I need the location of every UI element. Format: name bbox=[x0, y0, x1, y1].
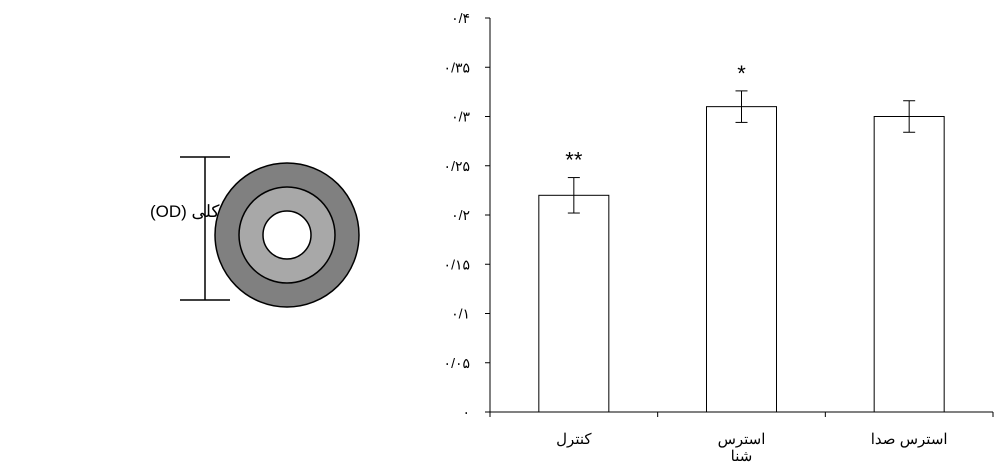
y-tick-label: ۰ bbox=[462, 404, 470, 420]
bar bbox=[538, 194, 610, 413]
y-tick-label: ۰/۳ bbox=[451, 109, 470, 125]
bar bbox=[873, 116, 945, 413]
significance-marker: * bbox=[737, 61, 746, 86]
significance-marker: ** bbox=[565, 148, 583, 173]
y-tick-label: ۰/۴ bbox=[451, 10, 470, 26]
y-tick-label: ۰/۱۵ bbox=[444, 256, 470, 272]
y-tick-label: ۰/۰۵ bbox=[444, 355, 470, 371]
bar bbox=[706, 106, 777, 413]
y-tick-label: ۰/۲ bbox=[451, 207, 470, 223]
y-tick-label: ۰/۲۵ bbox=[444, 158, 470, 174]
bars: *** bbox=[538, 61, 945, 413]
y-ticks: ۰ ۰/۰۵ ۰/۱ ۰/۱۵ ۰/۲ ۰/۲۵ ۰/۳ ۰/۳۵ ۰/۴ bbox=[444, 10, 490, 420]
lumen bbox=[262, 210, 312, 260]
y-tick-label: ۰/۱ bbox=[451, 306, 470, 322]
x-tick-label: شنا bbox=[731, 448, 753, 465]
x-tick-label: استرس صدا bbox=[871, 431, 948, 448]
x-tick-label: کنترل bbox=[556, 431, 592, 448]
x-tick-label: استرس bbox=[718, 431, 766, 448]
od-diagram: قطر کلی (OD) bbox=[150, 156, 360, 308]
bar-chart: ۰۰/۰۵۰/۱۰/۱۵۰/۲۰/۲۵۰/۳۰/۳۵۰/۴ *** کنترل ا… bbox=[444, 10, 994, 465]
x-ticks bbox=[489, 412, 994, 417]
y-tick-label: ۰/۳۵ bbox=[444, 59, 470, 75]
